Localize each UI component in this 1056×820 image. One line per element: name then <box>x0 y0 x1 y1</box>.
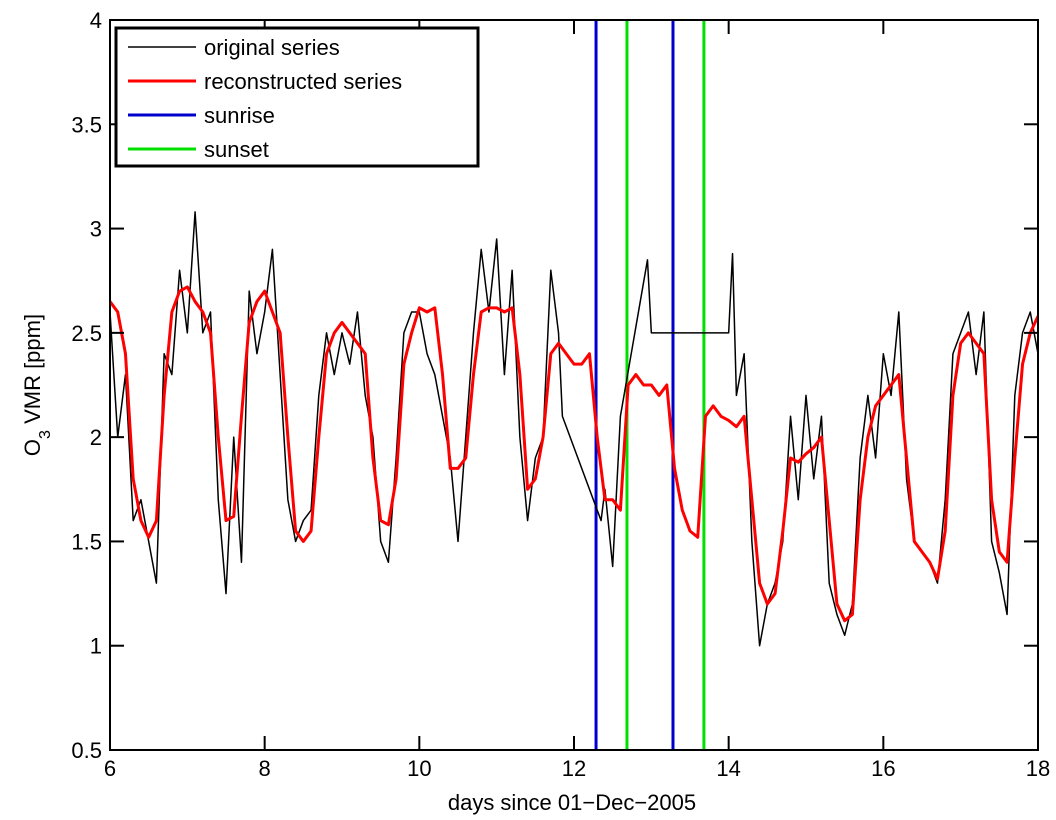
legend-label: original series <box>204 35 340 60</box>
y-tick-label: 4 <box>90 8 102 33</box>
y-tick-label: 2 <box>90 425 102 450</box>
series-line <box>110 285 1038 623</box>
y-tick-label: 1 <box>90 634 102 659</box>
y-tick-label: 1.5 <box>71 529 102 554</box>
legend-label: reconstructed series <box>204 69 402 94</box>
y-tick-label: 3.5 <box>71 112 102 137</box>
x-axis-label: days since 01−Dec−2005 <box>448 790 696 815</box>
x-tick-label: 12 <box>562 756 586 781</box>
legend-label: sunrise <box>204 103 275 128</box>
y-label-sub: 3 <box>37 430 54 439</box>
y-label-rest: VMR [ppm] <box>20 314 45 430</box>
x-tick-label: 10 <box>407 756 431 781</box>
y-tick-label: 2.5 <box>71 321 102 346</box>
y-tick-label: 3 <box>90 217 102 242</box>
y-tick-label: 0.5 <box>71 738 102 763</box>
y-label-main: O <box>20 439 45 456</box>
legend: original series reconstructed series sunri… <box>114 26 480 168</box>
x-tick-label: 6 <box>104 756 116 781</box>
x-tick-label: 18 <box>1026 756 1050 781</box>
legend-label: sunset <box>204 137 269 162</box>
x-tick-label: 16 <box>871 756 895 781</box>
x-tick-label: 14 <box>716 756 740 781</box>
legend-box <box>114 26 480 168</box>
y-axis-label: O3 VMR [ppm] <box>20 314 54 456</box>
x-tick-label: 8 <box>259 756 271 781</box>
series-line <box>110 211 1038 647</box>
